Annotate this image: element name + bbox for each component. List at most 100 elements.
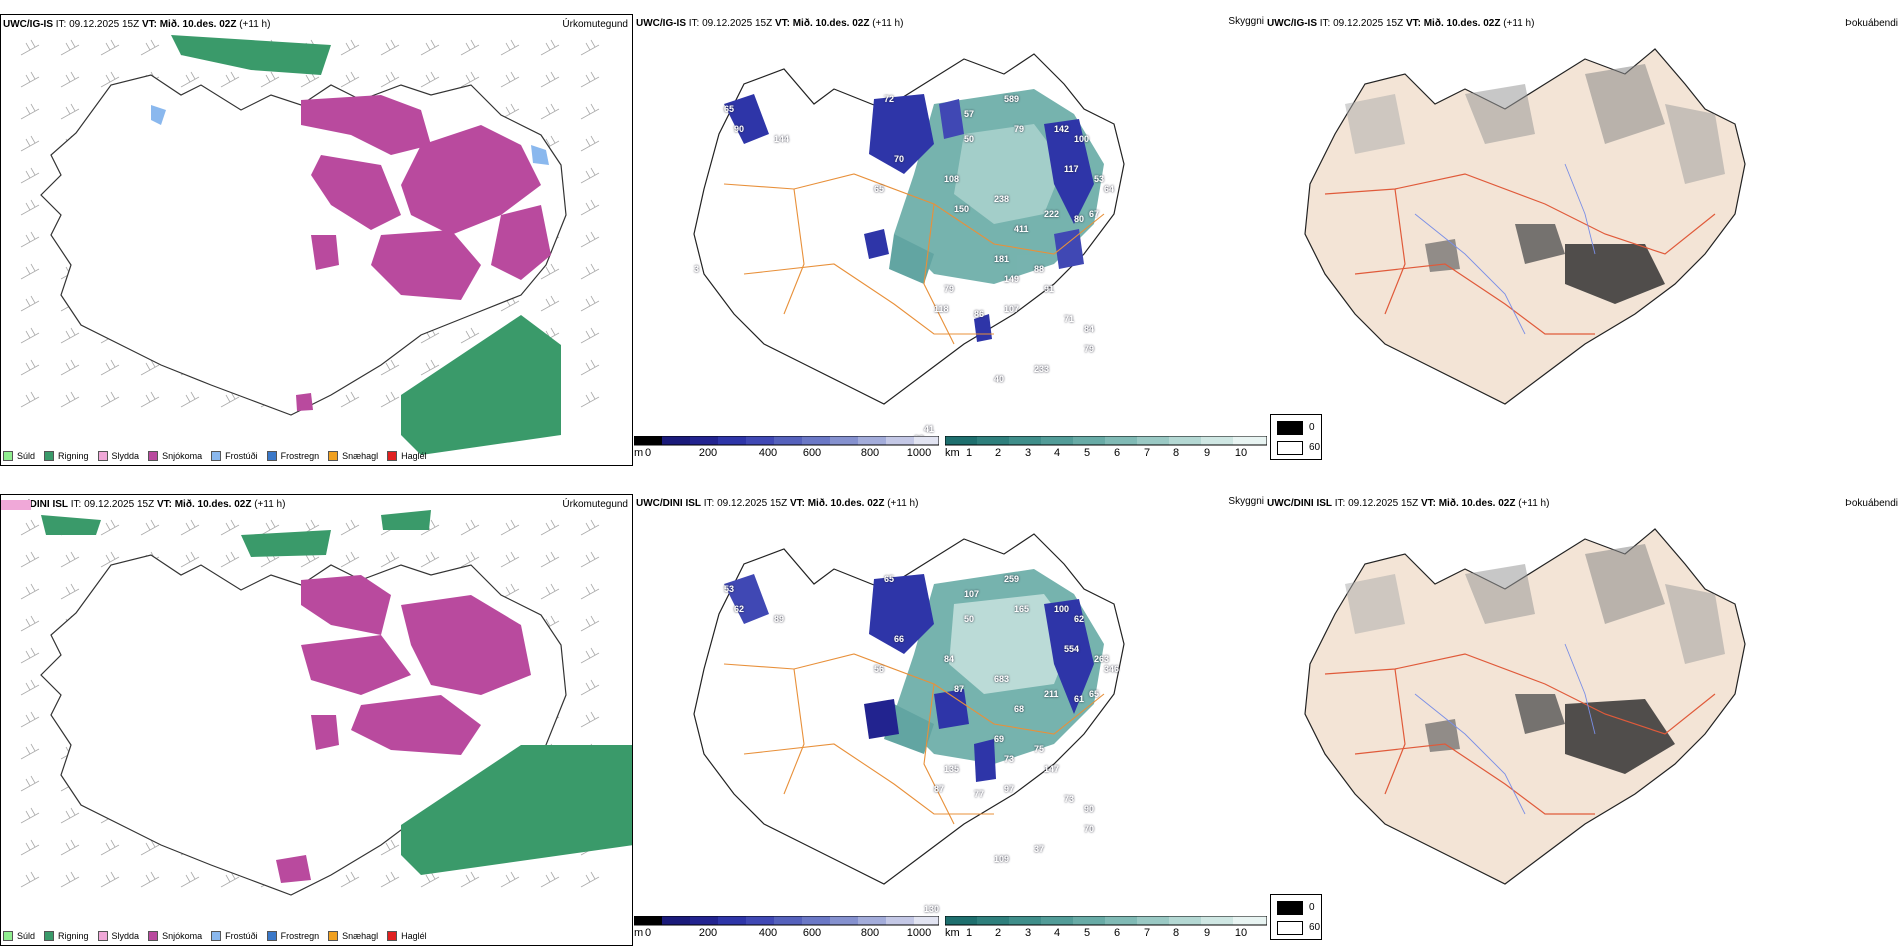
ceiling-tick: 800 [860,927,880,939]
rivers [1414,643,1596,815]
fog-legend-black [1277,901,1303,915]
visibility-tick: 3 [1024,927,1032,939]
panel-title: UWC/DINI ISL IT: 09.12.2025 15Z VT: Mið.… [1267,498,1550,509]
ceiling-point-value: 37 [1034,844,1045,854]
precip-map [1,500,632,896]
legend-item-slydda: Slydda [97,931,139,941]
precip-fields [151,35,561,455]
ceiling-point-value: 90 [1084,804,1095,814]
fog-panel-row1: UWC/IG-IS IT: 09.12.2025 15Z VT: Mið. 10… [1265,14,1900,466]
ceiling-point-value: 80 [1074,214,1085,224]
ceiling-point-value: 50 [964,134,975,144]
ceiling-point-value: 73 [1064,794,1075,804]
ceiling-point-value: 86 [974,309,985,319]
ceiling-point-value: 62 [1074,614,1085,624]
panel-label: Skyggni [1228,496,1264,507]
ceiling-point-value: 65 [724,104,735,114]
ceiling-point-value: 84 [944,654,955,664]
panel-label: Þokuábendi [1845,498,1898,509]
ceiling-point-value: 71 [1064,314,1075,324]
visibility-colorbar-swatches [945,436,1267,446]
precip-panel-row1: UWC/IG-IS IT: 09.12.2025 15Z VT: Mið. 10… [0,14,633,466]
ceiling-colorbar-swatches [634,916,939,926]
ceiling-point-value: 263 [1094,654,1110,664]
ceiling-tick: 600 [802,447,822,459]
cloud-panel-row2: UWC/DINI ISL IT: 09.12.2025 15Z VT: Mið.… [634,494,1264,946]
ceiling-tick: 200 [698,447,718,459]
ceiling-point-value: 683 [994,674,1010,684]
visibility-tick: 1 [965,447,973,459]
ceiling-point-value: 3 [694,264,700,274]
ceiling-point-value: 238 [994,194,1010,204]
ceiling-point-value: 411 [1014,224,1029,234]
ceiling-colorbar-row2: m 0 200 400 600 800 1000 [634,916,939,942]
cloud-map [693,53,1125,405]
ceiling-point-value: 53 [1094,174,1105,184]
visibility-tick: 10 [1234,927,1248,939]
legend-item-slydda: Slydda [97,451,139,461]
ceiling-point-value: 75 [1034,744,1045,754]
visibility-tick: 8 [1172,447,1180,459]
fog-legend-value: 0 [1309,902,1315,913]
ceiling-point-value: 41 [924,424,935,434]
ceiling-point-value: 346 [1104,664,1120,674]
ceiling-point-value: 50 [964,614,975,624]
ceiling-point-value: 107 [1004,304,1020,314]
ceiling-point-value: 142 [1054,124,1070,134]
visibility-tick: 4 [1053,447,1061,459]
fog-map [1304,48,1746,405]
ceiling-point-value: 65 [884,574,895,584]
ceiling-point-value: 589 [1004,94,1020,104]
visibility-tick: 10 [1234,447,1248,459]
ceiling-field [724,574,1094,782]
visibility-tick: 5 [1083,927,1091,939]
ceiling-point-value: 79 [1084,344,1095,354]
ceiling-point-value: 68 [1014,704,1025,714]
ceiling-tick: 200 [698,927,718,939]
visibility-tick: 6 [1113,447,1121,459]
panel-title: UWC/IG-IS IT: 09.12.2025 15Z VT: Mið. 10… [3,19,271,30]
panel-title: UWC/IG-IS IT: 09.12.2025 15Z VT: Mið. 10… [636,18,904,29]
ceiling-point-value: 70 [894,154,905,164]
ceiling-point-value: 64 [1104,184,1115,194]
ceiling-point-value: 72 [884,94,895,104]
visibility-tick: 9 [1203,447,1211,459]
cloud-panel-row1: UWC/IG-IS IT: 09.12.2025 15Z VT: Mið. 10… [634,14,1264,466]
visibility-colorbar-swatches [945,916,1267,926]
road-network [723,653,1105,825]
legend-item-rigning: Rigning [44,931,89,941]
ceiling-point-value: 165 [1014,604,1030,614]
visibility-tick: 5 [1083,447,1091,459]
legend-item-frostudi: Frostúði [211,451,258,461]
fog-legend-value: 60 [1309,442,1321,453]
ceiling-tick: 0 [644,927,652,939]
ceiling-point-value: 144 [774,134,790,144]
legend-item-snaehagl: Snæhagl [328,931,378,941]
ceiling-point-value: 130 [924,904,940,914]
ceiling-point-value: 65 [1089,689,1100,699]
panel-label: Skyggni [1228,16,1264,27]
visibility-unit: km [945,927,960,939]
visibility-unit: km [945,447,960,459]
visibility-tick: 4 [1053,927,1061,939]
ceiling-colorbar-swatches [634,436,939,446]
fog-legend-black [1277,421,1303,435]
panel-title: UWC/IG-IS IT: 09.12.2025 15Z VT: Mið. 10… [1267,18,1535,29]
ceiling-point-value: 147 [1044,764,1060,774]
fog-legend-value: 0 [1309,422,1315,433]
ceiling-tick: 400 [758,447,778,459]
ceiling-tick: 1000 [906,927,932,939]
visibility-colorbar-row2: km 1 2 3 4 5 6 7 8 9 10 [945,916,1267,942]
panel-label: Þokuábendi [1845,18,1898,29]
road-network [1324,653,1716,815]
ceiling-point-value: 100 [1074,134,1090,144]
panel-title: UWC/DINI ISL IT: 09.12.2025 15Z VT: Mið.… [636,498,919,509]
ceiling-tick: 800 [860,447,880,459]
visibility-tick: 8 [1172,927,1180,939]
ceiling-point-value: 84 [1084,324,1095,334]
fog-legend-row2: 0 60 [1270,894,1322,940]
ceiling-point-value: 150 [954,204,970,214]
ceiling-point-value: 62 [734,604,745,614]
visibility-tick: 2 [994,927,1002,939]
ceiling-point-value: 90 [734,124,745,134]
